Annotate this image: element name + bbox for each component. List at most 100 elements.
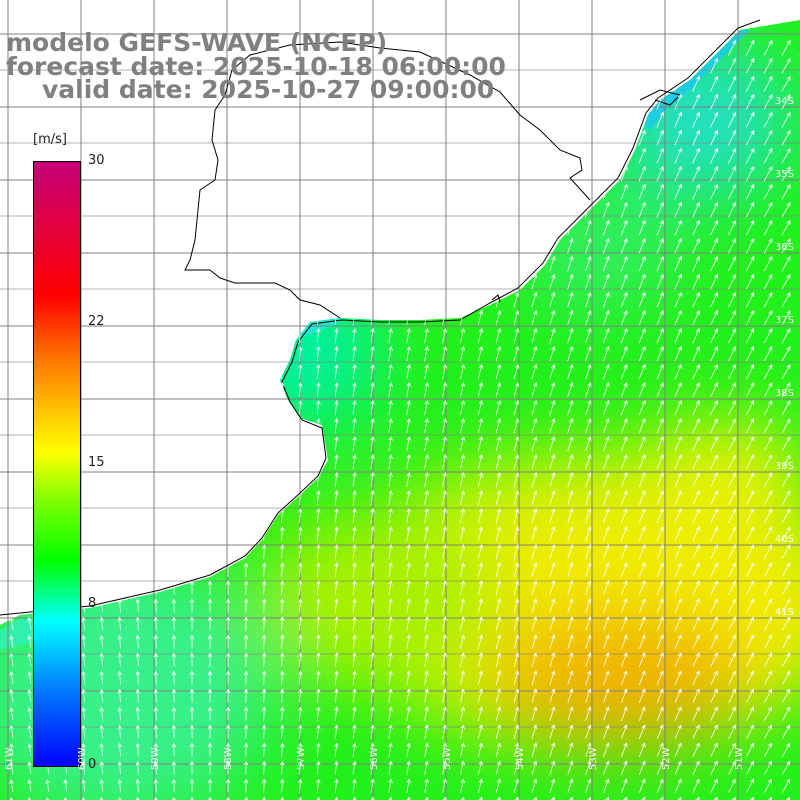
wind-arrow xyxy=(674,382,682,398)
wind-arrow xyxy=(764,724,772,739)
wind-arrow xyxy=(745,75,755,92)
wind-arrow xyxy=(781,562,791,577)
wind-arrow xyxy=(710,201,719,218)
wind-arrow xyxy=(370,454,375,470)
wind-arrow xyxy=(674,508,682,524)
wind-arrow xyxy=(603,418,610,434)
wind-arrow xyxy=(763,111,773,128)
wind-arrow xyxy=(279,778,285,793)
wind-arrow xyxy=(603,544,610,560)
wind-arrow xyxy=(620,219,628,236)
wind-arrow xyxy=(207,634,213,649)
wind-arrow xyxy=(27,671,32,685)
wind-arrow xyxy=(243,580,249,595)
wind-arrow xyxy=(567,706,574,721)
wind-arrow xyxy=(225,670,231,685)
wind-arrow xyxy=(710,580,718,596)
wind-arrow xyxy=(81,670,86,685)
wind-arrow xyxy=(549,688,556,703)
wind-arrow xyxy=(620,454,628,470)
wind-arrow xyxy=(674,436,682,452)
wind-arrow xyxy=(225,634,231,649)
wind-arrow xyxy=(225,616,231,631)
wind-arrow xyxy=(406,381,411,398)
wind-arrow xyxy=(781,75,791,92)
wind-arrow xyxy=(728,292,737,308)
wind-arrow xyxy=(189,634,195,649)
wind-arrow xyxy=(638,616,646,632)
wind-arrow xyxy=(460,399,466,416)
wind-arrow xyxy=(9,653,14,667)
wind-arrow xyxy=(261,706,267,721)
wind-arrow xyxy=(424,778,429,793)
wind-arrow xyxy=(352,508,357,524)
wind-arrow xyxy=(279,742,285,757)
wind-arrow xyxy=(388,454,393,470)
wind-arrow xyxy=(424,544,429,560)
wind-arrow xyxy=(746,652,754,667)
wind-arrow xyxy=(746,400,755,416)
wind-arrow xyxy=(674,273,682,290)
wind-arrow xyxy=(621,652,628,668)
wind-arrow xyxy=(656,183,664,200)
wind-arrow xyxy=(81,652,86,667)
wind-arrow xyxy=(334,400,339,416)
wind-arrow xyxy=(406,706,411,721)
wind-arrow xyxy=(477,345,484,362)
wind-arrow xyxy=(261,634,267,649)
wind-arrow xyxy=(549,381,556,398)
wind-arrow xyxy=(781,364,791,380)
wind-arrow xyxy=(442,544,447,560)
wind-arrow xyxy=(316,400,321,416)
wind-arrow xyxy=(763,292,773,308)
wind-arrow xyxy=(460,544,466,560)
wind-arrow xyxy=(9,635,14,649)
wind-arrow xyxy=(27,761,32,775)
wind-arrow xyxy=(585,544,592,560)
wind-arrow xyxy=(279,688,285,703)
wind-arrow xyxy=(334,580,339,595)
wind-arrow xyxy=(746,634,754,649)
wind-arrow xyxy=(674,400,682,416)
wind-arrow xyxy=(442,742,447,757)
wind-arrow xyxy=(656,237,664,254)
wind-arrow xyxy=(745,165,755,182)
wind-arrow xyxy=(764,598,773,613)
wind-arrow xyxy=(746,454,755,470)
wind-arrow xyxy=(370,418,375,434)
wind-arrow xyxy=(513,634,520,650)
wind-arrow xyxy=(745,57,755,74)
wind-arrow xyxy=(406,652,411,667)
wind-arrow xyxy=(352,724,357,739)
wind-arrow xyxy=(638,778,646,793)
wind-arrow xyxy=(621,778,628,793)
wind-arrow xyxy=(620,526,628,542)
wind-arrow xyxy=(334,598,339,613)
wind-arrow xyxy=(531,382,538,398)
wind-arrow xyxy=(656,526,664,542)
wind-arrow xyxy=(727,75,737,92)
wind-arrow xyxy=(406,472,411,488)
wind-arrow xyxy=(477,724,484,739)
wind-arrow xyxy=(620,309,628,326)
wind-arrow xyxy=(692,129,701,146)
wind-arrow xyxy=(763,256,773,272)
wind-arrow xyxy=(638,310,646,326)
wind-arrow xyxy=(764,670,772,685)
wind-arrow xyxy=(243,760,249,775)
wind-arrow xyxy=(460,670,465,685)
wind-arrow xyxy=(531,273,538,290)
wind-arrow xyxy=(745,256,755,272)
wind-arrow xyxy=(567,580,574,596)
wind-arrow xyxy=(406,327,411,344)
wind-arrow xyxy=(746,346,755,362)
wind-arrow xyxy=(45,797,50,800)
wind-arrow xyxy=(620,472,628,488)
wind-arrow xyxy=(549,436,556,452)
wind-arrow xyxy=(171,598,177,613)
wind-arrow xyxy=(9,707,14,721)
wind-arrow xyxy=(225,580,231,595)
wind-arrow xyxy=(279,760,285,775)
wind-arrow xyxy=(674,472,682,488)
wind-arrow xyxy=(638,346,646,362)
